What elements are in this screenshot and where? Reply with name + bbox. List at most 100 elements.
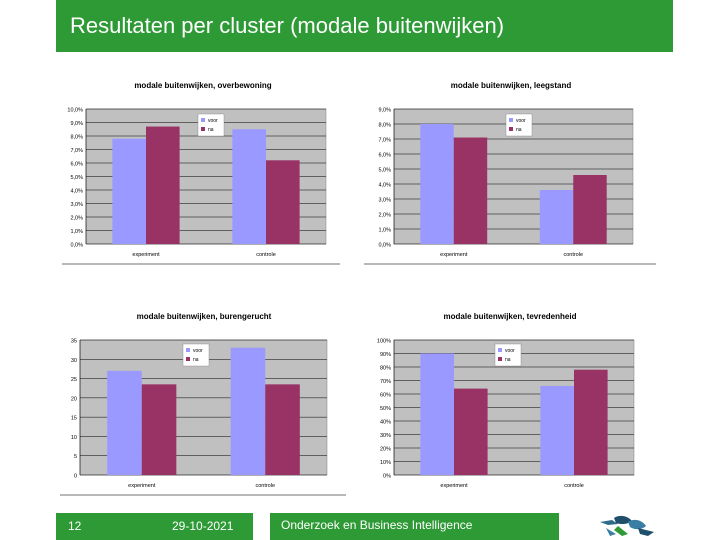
chart-tevredenheid: modale buitenwijken, tevredenheid 0% 10% 20… (356, 307, 646, 497)
x-category-label: experiment (128, 483, 156, 489)
y-tick-label: 0,0% (378, 243, 391, 249)
slide-title: Resultaten per cluster (modale buitenwij… (70, 13, 505, 38)
y-tick-label: 4,0% (70, 189, 83, 195)
x-category-label: controle (256, 252, 276, 258)
y-tick-label: 1,0% (378, 228, 391, 234)
bar-na-controle (573, 175, 607, 244)
bar-voor-experiment (420, 353, 454, 475)
y-tick-label: 10,0% (67, 108, 83, 114)
page-number: 12 (68, 519, 82, 533)
bar-na-experiment (141, 384, 177, 475)
legend-swatch-voor (186, 348, 190, 352)
y-tick-label: 5,0% (378, 168, 391, 174)
x-category-label: controle (255, 483, 275, 489)
legend-swatch-na (201, 127, 205, 131)
y-tick-label: 90% (380, 352, 391, 358)
y-tick-label: 0,0% (70, 243, 83, 249)
x-category-label: experiment (132, 252, 160, 258)
bar-voor-controle (232, 129, 266, 244)
y-tick-label: 10 (71, 435, 77, 441)
legend-label-na: na (208, 127, 214, 133)
y-tick-label: 35 (71, 339, 77, 345)
y-tick-label: 6,0% (378, 153, 391, 159)
bar-voor-controle (230, 347, 266, 475)
chart-title: modale buitenwijken, leegstand (451, 81, 572, 90)
chart-leegstand-svg: modale buitenwijken, leegstand 0,0% 1,0% 2,… (364, 81, 656, 265)
legend-swatch-voor (509, 118, 513, 122)
y-tick-label: 10% (380, 460, 391, 466)
bar-voor-experiment (107, 370, 142, 475)
x-category-label: experiment (440, 252, 468, 258)
y-tick-label: 100% (377, 339, 391, 345)
chart-overbewoning-svg: modale buitenwijken, overbewoning 0,0% 1,0… (62, 81, 340, 265)
legend-swatch-na (509, 127, 513, 131)
bar-voor-experiment (420, 124, 454, 244)
y-tick-label: 80% (380, 366, 391, 372)
y-tick-label: 40% (380, 420, 391, 426)
legend-label-voor: voor (193, 348, 203, 354)
y-tick-label: 8,0% (70, 135, 83, 141)
organization-name: Onderzoek en Business Intelligence (281, 518, 473, 532)
legend-label-na: na (516, 127, 522, 133)
y-tick-label: 30 (71, 358, 77, 364)
bar-na-controle (574, 369, 608, 475)
legend-label-na: na (505, 357, 511, 363)
y-tick-label: 1,0% (70, 229, 83, 235)
x-category-label: controle (564, 483, 584, 489)
legend-label-voor: voor (208, 118, 218, 124)
y-tick-label: 6,0% (70, 162, 83, 168)
chart-title: modale buitenwijken, burengerucht (137, 312, 272, 321)
title-bar: Resultaten per cluster (modale buitenwij… (56, 0, 673, 52)
bar-na-experiment (146, 126, 180, 244)
legend-label-voor: voor (505, 348, 515, 354)
slide-date: 29-10-2021 (172, 519, 234, 533)
y-tick-label: 15 (71, 416, 77, 422)
bar-voor-experiment (112, 138, 146, 244)
city-logo-icon (600, 515, 654, 536)
chart-title: modale buitenwijken, tevredenheid (444, 312, 577, 321)
chart-leegstand: modale buitenwijken, leegstand 0,0% 1,0% 2,… (362, 76, 658, 272)
y-tick-label: 8,0% (378, 123, 391, 129)
y-tick-label: 4,0% (378, 183, 391, 189)
bar-na-controle (266, 160, 300, 244)
y-tick-label: 60% (380, 393, 391, 399)
y-tick-label: 5 (74, 454, 77, 460)
y-tick-label: 20 (71, 396, 77, 402)
y-tick-label: 3,0% (378, 198, 391, 204)
y-tick-label: 7,0% (378, 138, 391, 144)
chart-title: modale buitenwijken, overbewoning (134, 81, 271, 90)
bar-na-experiment (454, 388, 488, 475)
y-tick-label: 5,0% (70, 175, 83, 181)
legend-swatch-voor (498, 348, 502, 352)
footer-right-bar: Onderzoek en Business Intelligence (270, 513, 559, 540)
legend-label-voor: voor (516, 118, 526, 124)
y-tick-label: 2,0% (378, 213, 391, 219)
legend-swatch-na (186, 357, 190, 361)
x-category-label: controle (563, 252, 583, 258)
y-tick-label: 7,0% (70, 148, 83, 154)
legend-label-na: na (193, 357, 199, 363)
legend-swatch-voor (201, 118, 205, 122)
y-tick-label: 0% (383, 474, 391, 480)
y-tick-label: 25 (71, 377, 77, 383)
bar-voor-controle (540, 385, 574, 475)
chart-burengerucht-svg: modale buitenwijken, burengerucht 0 5 10 15 2… (60, 312, 346, 496)
bar-voor-controle (539, 190, 574, 244)
y-tick-label: 3,0% (70, 202, 83, 208)
x-category-label: experiment (440, 483, 468, 489)
footer-left-bar: 12 29-10-2021 (56, 513, 253, 540)
y-tick-label: 2,0% (70, 216, 83, 222)
legend-swatch-na (498, 357, 502, 361)
y-tick-label: 30% (380, 433, 391, 439)
y-tick-label: 70% (380, 379, 391, 385)
y-tick-label: 0 (74, 474, 77, 480)
y-tick-label: 9,0% (70, 121, 83, 127)
bar-na-controle (265, 384, 300, 475)
y-tick-label: 9,0% (378, 108, 391, 114)
y-tick-label: 20% (380, 447, 391, 453)
chart-tevredenheid-svg: modale buitenwijken, tevredenheid 0% 10% 20… (377, 312, 635, 489)
bar-na-experiment (453, 137, 488, 244)
chart-overbewoning: modale buitenwijken, overbewoning 0,0% 1,0… (60, 76, 342, 272)
chart-burengerucht: modale buitenwijken, burengerucht 0 5 10 15 2… (58, 307, 348, 497)
y-tick-label: 50% (380, 406, 391, 412)
